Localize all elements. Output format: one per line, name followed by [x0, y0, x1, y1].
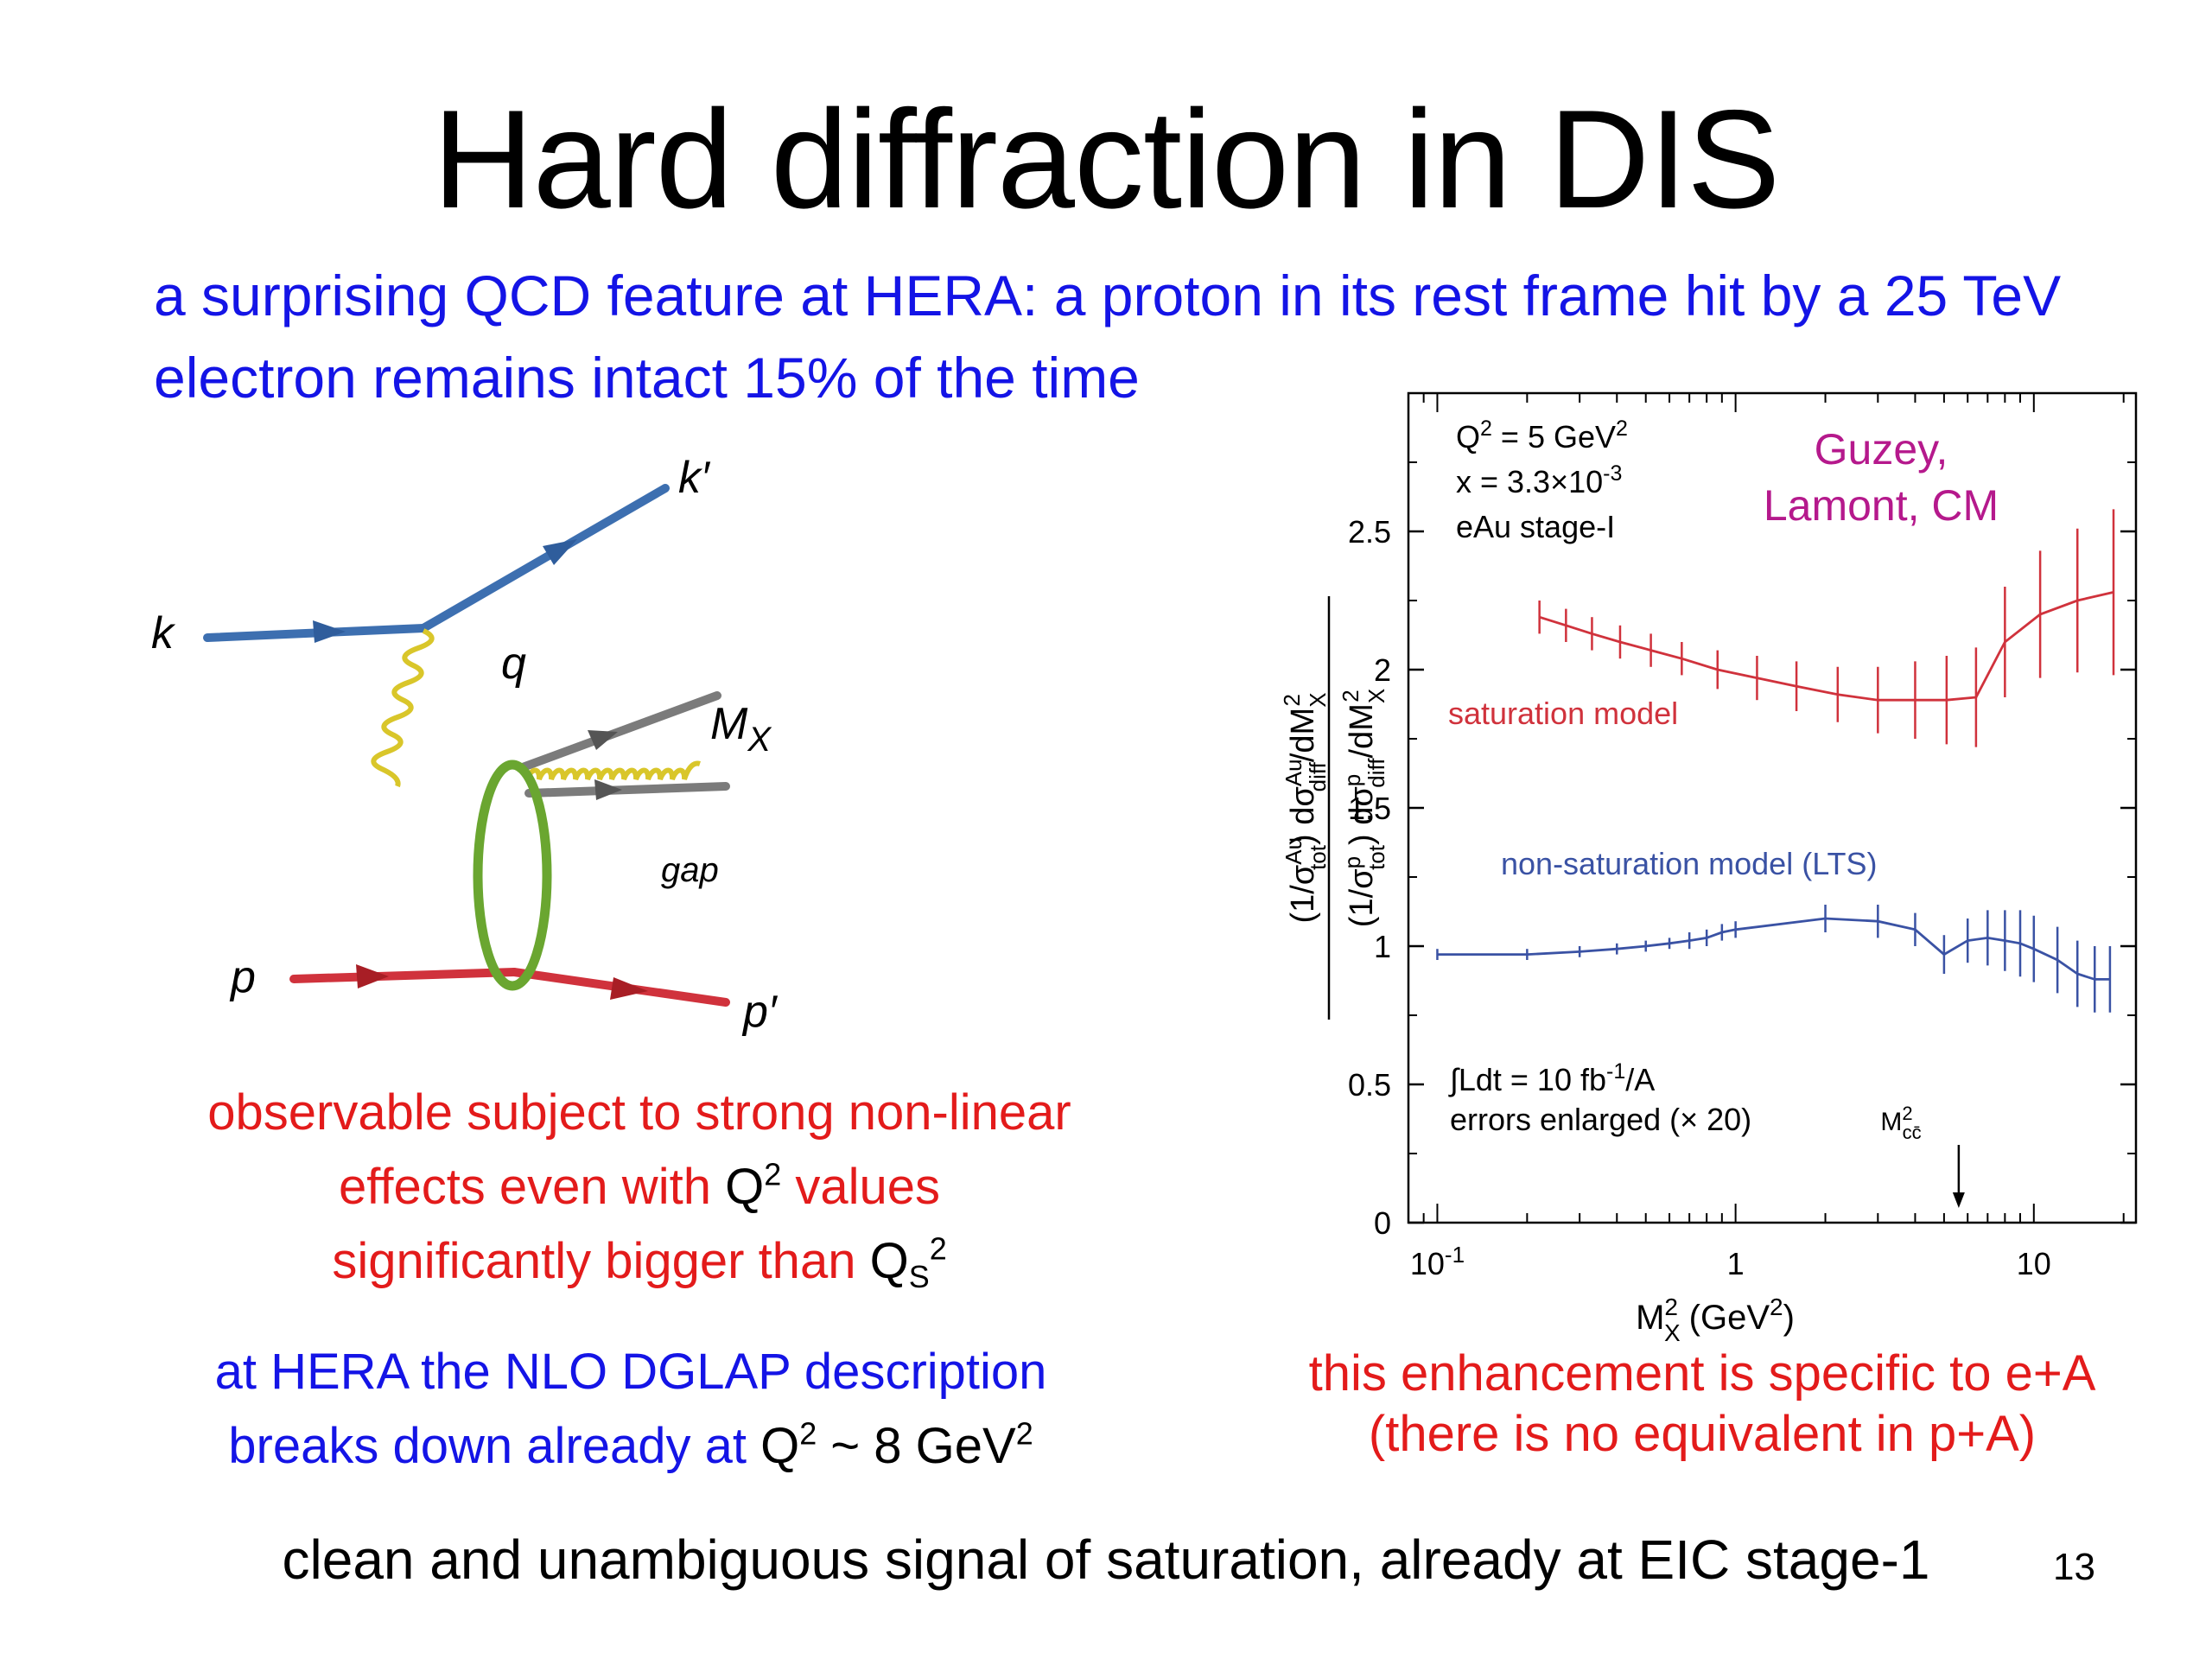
- info-box-line1: Q2 = 5 GeV2: [1456, 416, 1628, 454]
- y-tick-label: 0: [1374, 1205, 1391, 1241]
- y-tick-label: 2: [1374, 652, 1391, 688]
- x-tick-label: 10: [2017, 1246, 2051, 1281]
- y-tick-label: 2.5: [1348, 514, 1391, 550]
- y-axis-label-denominator: (1/σptot) dσpdiff/dMX2: [1338, 689, 1389, 927]
- proton-out-line: [510, 968, 730, 1007]
- series-label-saturation: saturation model: [1448, 696, 1678, 731]
- y-tick-label: 0.5: [1348, 1067, 1391, 1103]
- ratio-chart: 0 0.5 1 1.5 2 2.5 10-1 1 10 Q2 = 5 GeV2 x = 3.3…: [1279, 391, 2138, 1346]
- info-box-line2: x = 3.3×10-3: [1456, 461, 1622, 499]
- label-mx: MX: [710, 699, 772, 759]
- quark-upper-line: [518, 691, 721, 772]
- y-axis-label-numerator: (1/σAutot) dσAudiff/dMX2: [1279, 692, 1331, 923]
- enhancement-note: this enhancement is specific to e+A (the…: [1227, 1344, 2177, 1465]
- x-axis-label: M2 X (GeV2): [1636, 1294, 1795, 1346]
- hera-note-line1: at HERA the NLO DGLAP description: [214, 1344, 1047, 1400]
- label-q: q: [501, 639, 526, 689]
- label-k: k: [151, 608, 176, 658]
- observable-line3: significantly bigger than QS2: [332, 1230, 947, 1294]
- x-tick-label: 10-1: [1410, 1242, 1465, 1281]
- label-k-prime: k′: [678, 453, 711, 503]
- pomeron-ellipse: [473, 760, 552, 991]
- electron-in-line: [203, 620, 428, 643]
- label-p-prime: p′: [741, 987, 779, 1037]
- lumi-line1: ∫Ldt = 10 fb-1/A: [1448, 1059, 1655, 1097]
- info-box-line3: eAu stage-I: [1456, 509, 1615, 544]
- label-gap: gap: [661, 851, 719, 889]
- enhancement-line2: (there is no equivalent in p+A): [1368, 1406, 2037, 1462]
- x-tick-label: 1: [1727, 1246, 1745, 1281]
- gluon-line: [524, 760, 701, 781]
- lumi-line2: errors enlarged (× 20): [1450, 1102, 1751, 1137]
- quark-lower-line: [524, 779, 730, 800]
- observable-text: observable subject to strong non-linear …: [130, 1076, 1149, 1299]
- marker-label: M2 cc̄: [1880, 1103, 1921, 1143]
- authors-line1: Guzey,: [1815, 425, 1948, 474]
- y-tick-label: 1: [1374, 929, 1391, 964]
- marker-arrow: [1952, 1145, 1965, 1208]
- series-layer: [1436, 509, 2115, 1013]
- observable-line1: observable subject to strong non-linear: [207, 1084, 1071, 1141]
- series-label-lts: non-saturation model (LTS): [1501, 846, 1878, 881]
- electron-out-line: [419, 484, 670, 632]
- series-line-lts: [1437, 917, 2110, 981]
- feynman-diagram: k k′ q MX gap p p′: [151, 453, 779, 1037]
- photon-line: [371, 628, 435, 788]
- marker-arrow-head: [1952, 1192, 1965, 1208]
- bottom-conclusion: clean and unambiguous signal of saturati…: [282, 1529, 1930, 1591]
- y-axis-ticks: 0 0.5 1 1.5 2 2.5: [1348, 461, 2136, 1241]
- y-tick-label: 1.5: [1348, 791, 1391, 826]
- proton-in-line: [289, 964, 518, 988]
- hera-note-line2: breaks down already at Q2 ~ 8 GeV2: [228, 1415, 1033, 1474]
- hera-note: at HERA the NLO DGLAP description breaks…: [112, 1335, 1149, 1484]
- series-line-saturation: [1539, 591, 2114, 702]
- slide-number: 13: [2053, 1546, 2095, 1588]
- slide-title: Hard diffraction in DIS: [432, 81, 1781, 238]
- authors-line2: Lamont, CM: [1764, 481, 1999, 530]
- enhancement-line1: this enhancement is specific to e+A: [1308, 1345, 2096, 1402]
- y-axis-label: (1/σAutot) dσAudiff/dMX2 (1/σptot) dσpdi…: [1279, 596, 1389, 1020]
- x-axis-ticks: 10-1 1 10: [1408, 393, 2125, 1281]
- label-p: p: [229, 952, 256, 1002]
- observable-line2: effects even with Q2 values: [339, 1156, 940, 1215]
- intro-text: a surprising QCD feature at HERA: a prot…: [154, 264, 2062, 410]
